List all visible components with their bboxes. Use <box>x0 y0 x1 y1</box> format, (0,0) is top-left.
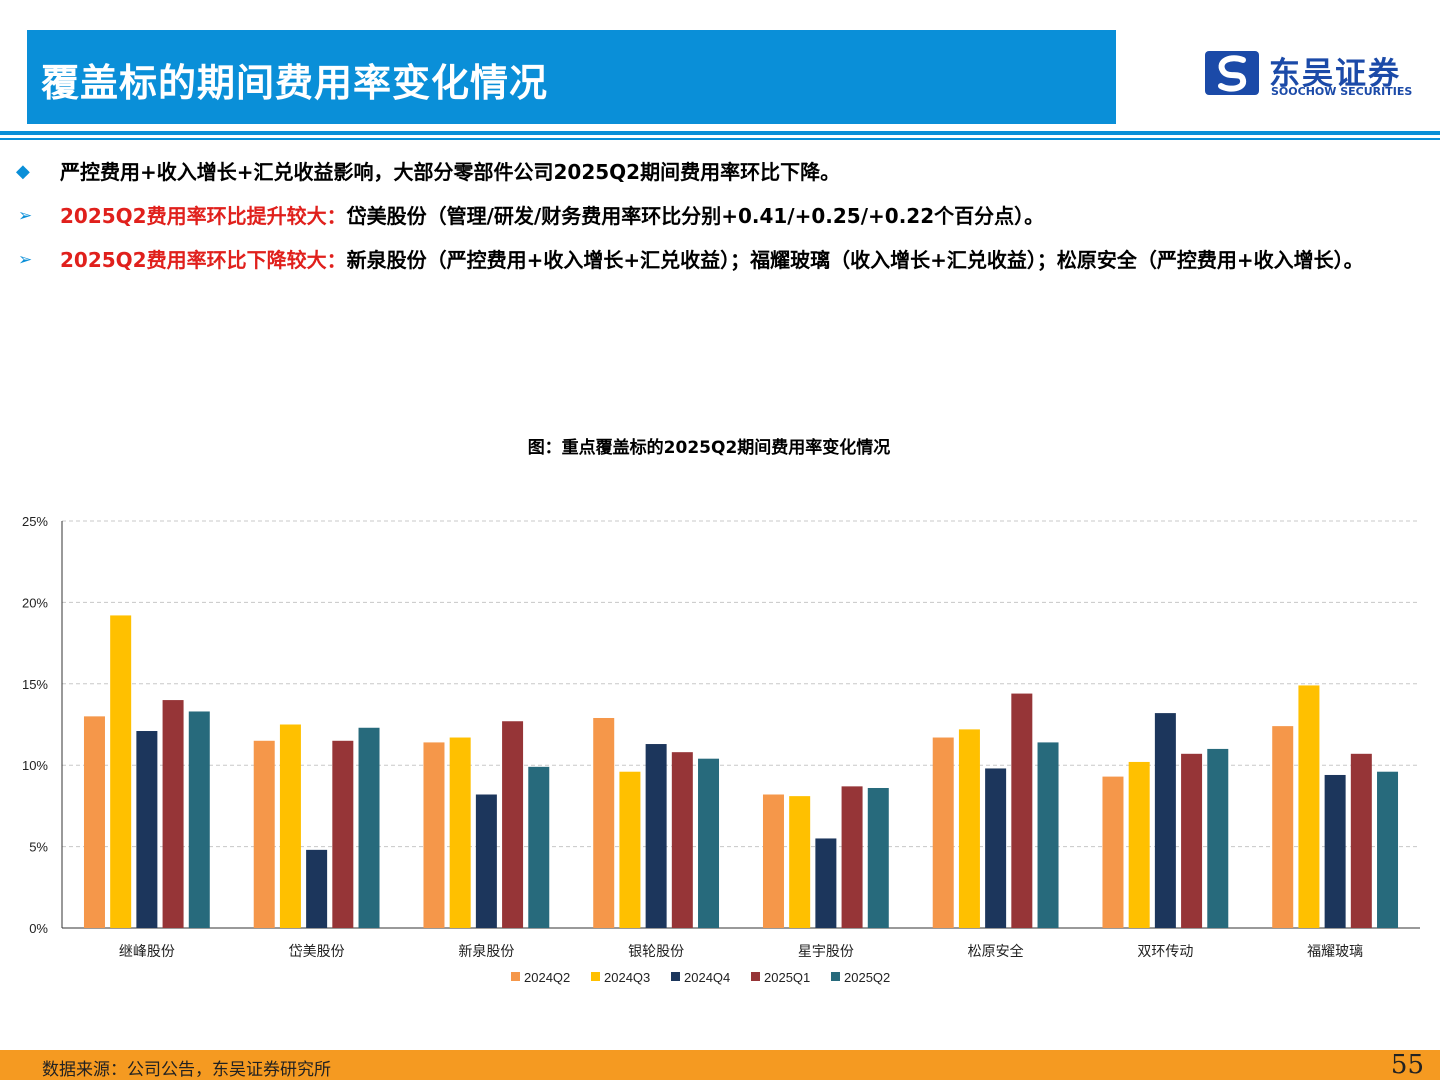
bullet-text: 严控费用+收入增长+汇兑收益影响，大部分零部件公司2025Q2期间费用率环比下降… <box>60 160 841 184</box>
bar-2025Q1 <box>1181 753 1203 928</box>
bullet-item-2: ➢ 2025Q2费用率环比提升较大：岱美股份（管理/研发/财务费用率环比分别+0… <box>16 194 1416 238</box>
arrow-bullet-icon: ➢ <box>18 206 33 226</box>
header-divider-thin <box>0 138 1440 140</box>
legend-swatch <box>671 972 680 981</box>
arrow-bullet-icon: ➢ <box>18 250 33 270</box>
x-tick-label: 银轮股份 <box>628 944 684 960</box>
x-tick-label: 星宇股份 <box>798 944 854 960</box>
bar-2025Q1 <box>671 752 693 928</box>
legend-label: 2024Q3 <box>604 970 650 985</box>
bar-2024Q2 <box>762 794 784 928</box>
bar-2024Q3 <box>110 615 132 928</box>
page-title: 覆盖标的期间费用率变化情况 <box>41 61 549 105</box>
header-divider <box>0 131 1440 135</box>
legend-label: 2025Q1 <box>764 970 810 985</box>
bar-2025Q2 <box>1037 742 1059 928</box>
bar-2024Q4 <box>985 768 1007 928</box>
bullet-highlight: 2025Q2费用率环比提升较大： <box>60 204 347 228</box>
bullet-text: 新泉股份（严控费用+收入增长+汇兑收益）；福耀玻璃（收入增长+汇兑收益）；松原安… <box>346 248 1364 272</box>
diamond-bullet-icon: ◆ <box>16 161 30 182</box>
logo-english-text: SOOCHOW SECURITIES <box>1271 85 1413 98</box>
bar-2024Q2 <box>83 716 105 928</box>
bar-2024Q2 <box>593 717 615 928</box>
x-tick-label: 继峰股份 <box>119 944 175 960</box>
bar-2024Q3 <box>449 737 471 928</box>
bar-2024Q4 <box>475 794 497 928</box>
bar-2024Q2 <box>423 742 445 928</box>
bullet-item-1: ◆ 严控费用+收入增长+汇兑收益影响，大部分零部件公司2025Q2期间费用率环比… <box>16 150 1416 194</box>
x-tick-label: 新泉股份 <box>458 943 514 960</box>
bar-2024Q3 <box>279 724 301 928</box>
y-tick-label: 5% <box>29 840 48 855</box>
bar-2025Q1 <box>332 740 354 928</box>
legend-label: 2025Q2 <box>844 970 890 985</box>
bar-2025Q1 <box>1011 693 1033 928</box>
bar-2025Q2 <box>528 766 550 928</box>
x-tick-label: 双环传动 <box>1137 944 1193 960</box>
y-tick-label: 20% <box>22 595 48 610</box>
legend-swatch <box>751 972 760 981</box>
y-tick-label: 25% <box>22 514 48 529</box>
bar-2024Q3 <box>958 729 980 928</box>
bar-2024Q3 <box>789 796 811 928</box>
bar-2025Q1 <box>162 700 184 928</box>
y-tick-label: 10% <box>22 758 48 773</box>
bar-2025Q1 <box>1350 753 1372 928</box>
bar-2024Q3 <box>1298 685 1320 928</box>
legend-swatch <box>591 972 600 981</box>
x-tick-label: 松原安全 <box>968 943 1024 960</box>
x-tick-label: 岱美股份 <box>289 944 345 960</box>
bar-2024Q4 <box>1154 713 1176 928</box>
bar-2024Q2 <box>932 737 954 928</box>
bar-2025Q2 <box>358 727 380 928</box>
bar-2024Q3 <box>1128 761 1150 928</box>
bar-2024Q2 <box>1272 726 1294 928</box>
chart-title: 图：重点覆盖标的2025Q2期间费用率变化情况 <box>527 438 891 458</box>
bar-2024Q2 <box>253 740 275 928</box>
bar-2024Q4 <box>815 838 837 928</box>
legend-swatch <box>831 972 840 981</box>
bar-2024Q2 <box>1102 776 1124 928</box>
y-tick-label: 0% <box>29 921 48 936</box>
bullet-highlight: 2025Q2费用率环比下降较大： <box>60 248 347 272</box>
bullet-text: 岱美股份（管理/研发/财务费用率环比分别+0.41/+0.25/+0.22个百分… <box>346 204 1045 228</box>
bar-2024Q4 <box>645 744 667 928</box>
legend-label: 2024Q4 <box>684 970 730 985</box>
logo-chinese-text: 东吴证券 <box>1269 56 1401 92</box>
footer-bar: 数据来源：公司公告，东吴证券研究所 55 <box>0 1050 1440 1080</box>
page-number: 55 <box>1390 1050 1424 1080</box>
bar-2025Q2 <box>867 787 889 928</box>
y-tick-label: 15% <box>22 677 48 692</box>
bar-2025Q1 <box>841 786 863 928</box>
soochow-logo-icon <box>1205 51 1259 95</box>
bar-2024Q3 <box>619 771 641 928</box>
legend-swatch <box>511 972 520 981</box>
bullet-list: ◆ 严控费用+收入增长+汇兑收益影响，大部分零部件公司2025Q2期间费用率环比… <box>16 150 1416 282</box>
source-note: 数据来源：公司公告，东吴证券研究所 <box>42 1060 331 1080</box>
x-tick-label: 福耀玻璃 <box>1307 943 1363 960</box>
legend-label: 2024Q2 <box>524 970 570 985</box>
bullet-item-3: ➢ 2025Q2费用率环比下降较大：新泉股份（严控费用+收入增长+汇兑收益）；福… <box>16 238 1416 282</box>
bar-2025Q1 <box>502 721 524 928</box>
brand-logo: 东吴证券 SOOCHOW SECURITIES <box>1203 48 1418 100</box>
bar-2025Q2 <box>698 758 720 928</box>
bar-2025Q2 <box>1377 771 1399 928</box>
bar-2025Q2 <box>1207 748 1229 928</box>
bar-2024Q4 <box>306 849 328 928</box>
bar-2024Q4 <box>1324 774 1346 928</box>
bar-2024Q4 <box>136 731 158 928</box>
title-bar: 覆盖标的期间费用率变化情况 <box>27 30 1116 124</box>
bar-2025Q2 <box>188 711 210 928</box>
bar-chart: 0% 5% 10% 15% 20% 25% 继峰股份 岱美股份 新泉股份 银轮股份 星宇股份 松原安全… <box>22 514 1420 985</box>
